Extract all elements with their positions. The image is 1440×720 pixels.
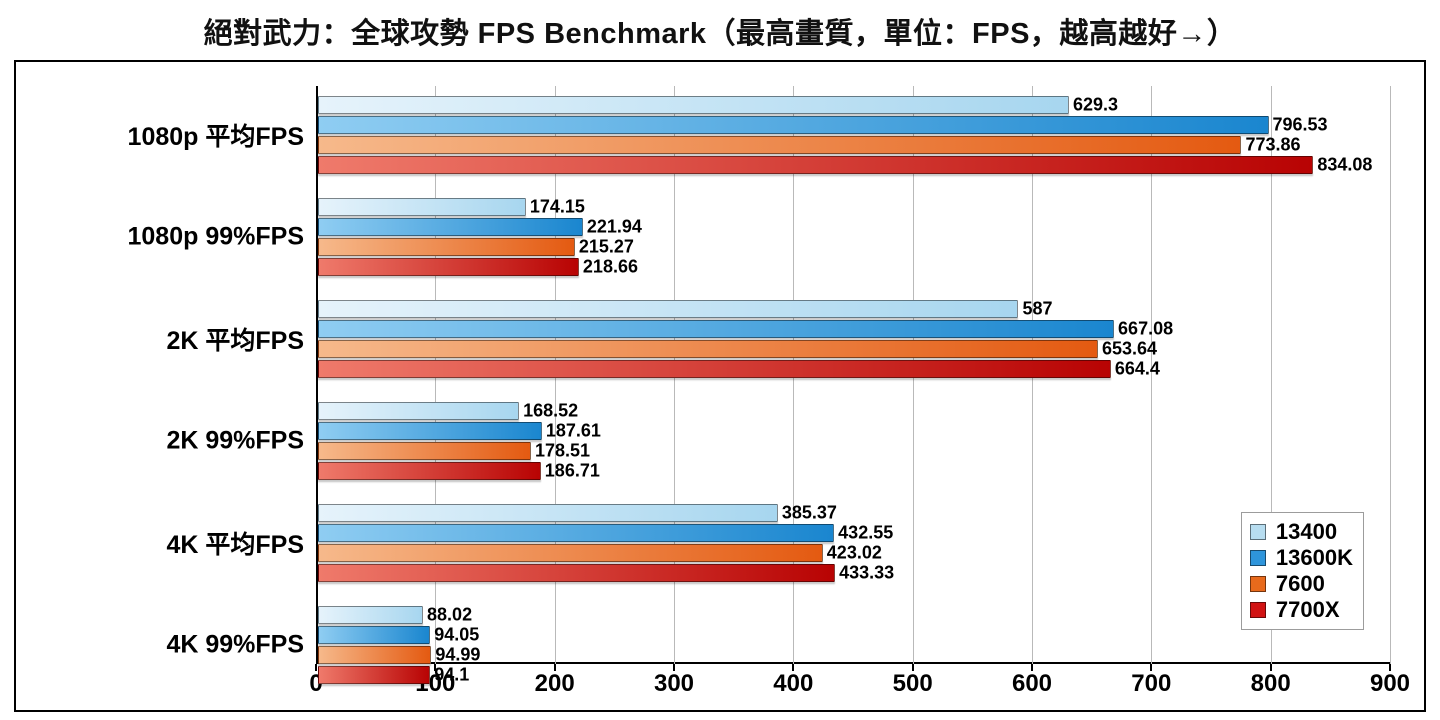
gridline bbox=[1390, 86, 1391, 664]
bar: 221.94 bbox=[318, 218, 583, 236]
category-label: 4K 99%FPS bbox=[166, 631, 304, 660]
legend-swatch bbox=[1250, 602, 1266, 618]
bar: 218.66 bbox=[318, 258, 579, 276]
bar: 667.08 bbox=[318, 320, 1114, 338]
legend-item: 7700X bbox=[1250, 597, 1353, 623]
legend: 1340013600K76007700X bbox=[1241, 512, 1364, 630]
value-label: 432.55 bbox=[838, 523, 893, 544]
bar: 168.52 bbox=[318, 402, 519, 420]
bar: 432.55 bbox=[318, 524, 834, 542]
bar: 215.27 bbox=[318, 238, 575, 256]
legend-item: 13400 bbox=[1250, 519, 1353, 545]
value-label: 94.1 bbox=[434, 665, 469, 686]
value-label: 187.61 bbox=[546, 421, 601, 442]
chart-frame: 01002003004005006007008009001080p 平均FPS6… bbox=[14, 60, 1426, 712]
value-label: 94.05 bbox=[434, 625, 479, 646]
bar: 187.61 bbox=[318, 422, 542, 440]
bar: 178.51 bbox=[318, 442, 531, 460]
value-label: 796.53 bbox=[1273, 115, 1328, 136]
bar: 385.37 bbox=[318, 504, 778, 522]
value-label: 385.37 bbox=[782, 503, 837, 524]
value-label: 587 bbox=[1022, 299, 1052, 320]
value-label: 215.27 bbox=[579, 237, 634, 258]
category-label: 2K 99%FPS bbox=[166, 427, 304, 456]
bar: 88.02 bbox=[318, 606, 423, 624]
value-label: 834.08 bbox=[1317, 155, 1372, 176]
bar: 423.02 bbox=[318, 544, 823, 562]
value-label: 773.86 bbox=[1245, 135, 1300, 156]
value-label: 186.71 bbox=[545, 461, 600, 482]
legend-item: 13600K bbox=[1250, 545, 1353, 571]
value-label: 433.33 bbox=[839, 563, 894, 584]
bar: 174.15 bbox=[318, 198, 526, 216]
value-label: 221.94 bbox=[587, 217, 642, 238]
bar: 796.53 bbox=[318, 116, 1269, 134]
bar: 653.64 bbox=[318, 340, 1098, 358]
value-label: 88.02 bbox=[427, 605, 472, 626]
bar-group: 2K 99%FPS168.52187.61178.51186.71 bbox=[316, 402, 1390, 480]
category-label: 1080p 平均FPS bbox=[128, 117, 304, 153]
value-label: 178.51 bbox=[535, 441, 590, 462]
value-label: 174.15 bbox=[530, 197, 585, 218]
bar: 629.3 bbox=[318, 96, 1069, 114]
value-label: 423.02 bbox=[827, 543, 882, 564]
bar-group: 1080p 99%FPS174.15221.94215.27218.66 bbox=[316, 198, 1390, 276]
value-label: 218.66 bbox=[583, 257, 638, 278]
plot-area: 01002003004005006007008009001080p 平均FPS6… bbox=[316, 86, 1390, 664]
value-label: 629.3 bbox=[1073, 95, 1118, 116]
bar: 94.05 bbox=[318, 626, 430, 644]
legend-swatch bbox=[1250, 550, 1266, 566]
bar: 186.71 bbox=[318, 462, 541, 480]
value-label: 653.64 bbox=[1102, 339, 1157, 360]
legend-item: 7600 bbox=[1250, 571, 1353, 597]
legend-swatch bbox=[1250, 576, 1266, 592]
bar-group: 2K 平均FPS587667.08653.64664.4 bbox=[316, 300, 1390, 378]
legend-label: 7700X bbox=[1276, 597, 1340, 623]
legend-label: 13600K bbox=[1276, 545, 1353, 571]
bar-group: 1080p 平均FPS629.3796.53773.86834.08 bbox=[316, 96, 1390, 174]
category-label: 1080p 99%FPS bbox=[128, 223, 305, 252]
value-label: 168.52 bbox=[523, 401, 578, 422]
bar: 94.1 bbox=[318, 666, 430, 684]
bar: 664.4 bbox=[318, 360, 1111, 378]
legend-swatch bbox=[1250, 524, 1266, 540]
bar: 773.86 bbox=[318, 136, 1241, 154]
value-label: 94.99 bbox=[435, 645, 480, 666]
bar-group: 4K 99%FPS88.0294.0594.9994.1 bbox=[316, 606, 1390, 684]
bar: 433.33 bbox=[318, 564, 835, 582]
value-label: 667.08 bbox=[1118, 319, 1173, 340]
bar: 94.99 bbox=[318, 646, 431, 664]
bar: 587 bbox=[318, 300, 1018, 318]
category-label: 2K 平均FPS bbox=[166, 321, 304, 357]
value-label: 664.4 bbox=[1115, 359, 1160, 380]
category-label: 4K 平均FPS bbox=[166, 525, 304, 561]
bar-group: 4K 平均FPS385.37432.55423.02433.33 bbox=[316, 504, 1390, 582]
legend-label: 13400 bbox=[1276, 519, 1337, 545]
chart-title: 絕對武力：全球攻勢 FPS Benchmark（最高畫質，單位：FPS，越高越好… bbox=[0, 0, 1440, 60]
bar: 834.08 bbox=[318, 156, 1313, 174]
legend-label: 7600 bbox=[1276, 571, 1325, 597]
